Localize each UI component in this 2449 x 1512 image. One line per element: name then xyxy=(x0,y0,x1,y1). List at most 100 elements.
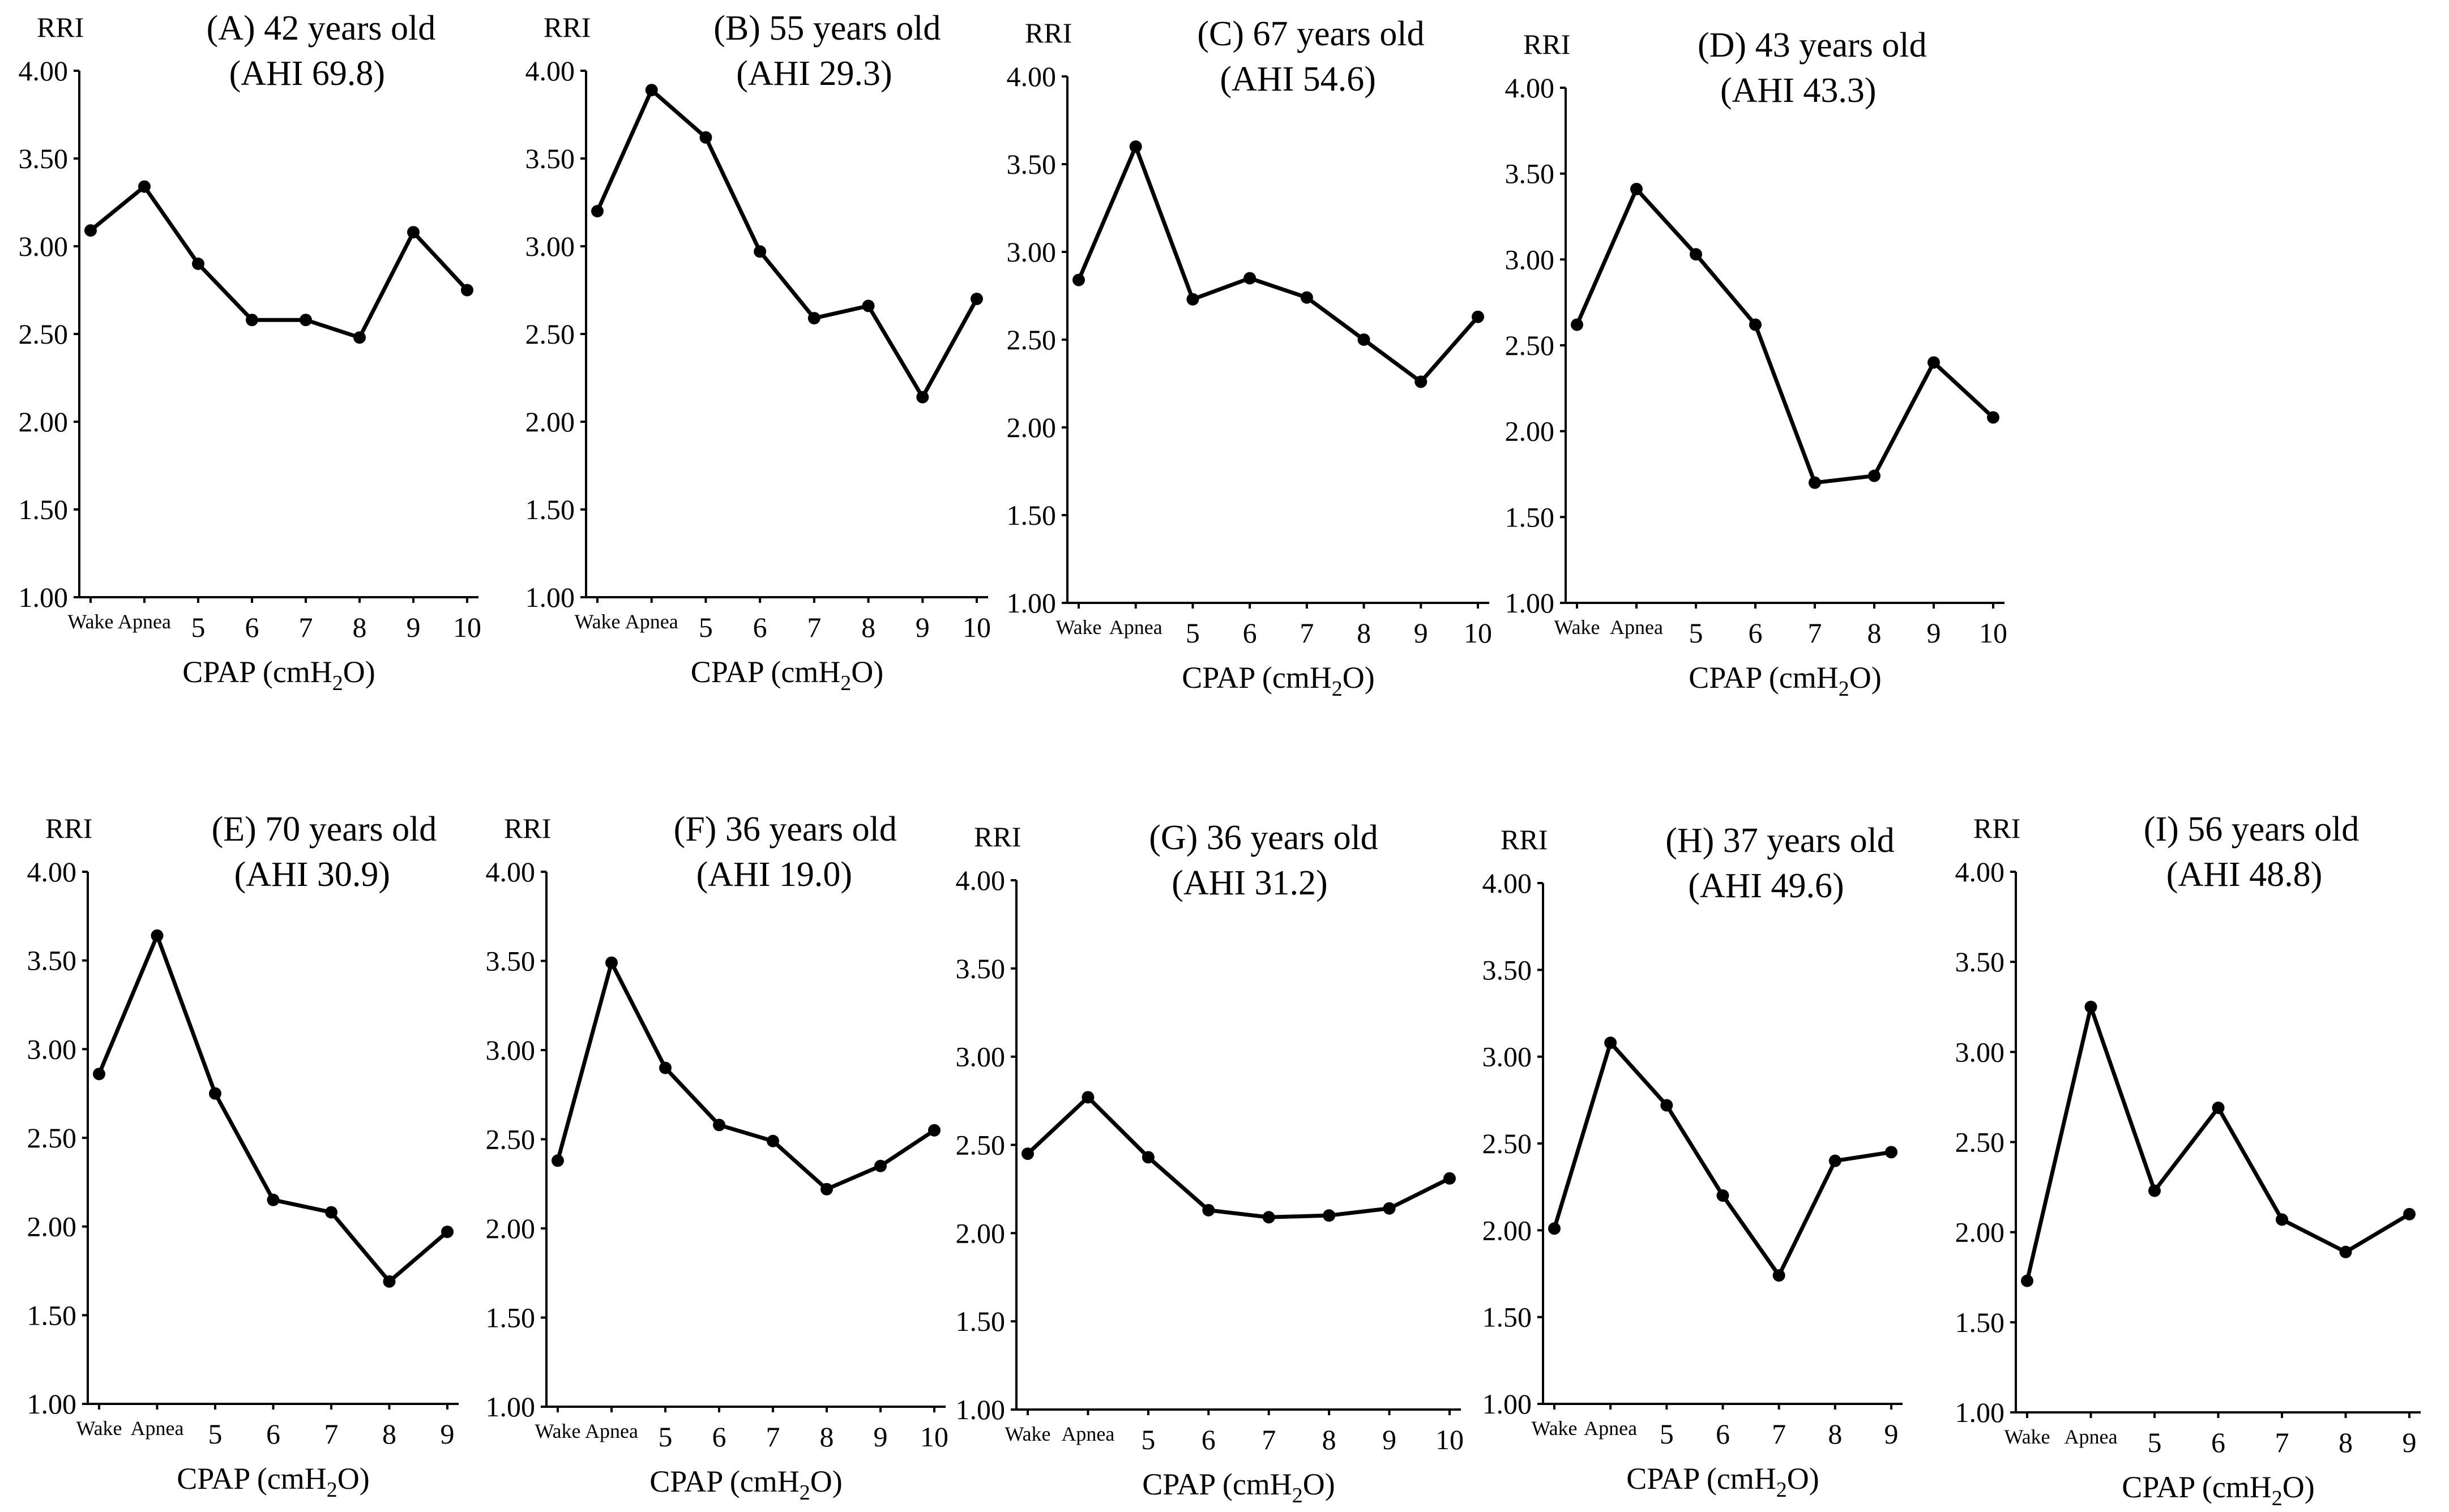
panel-c: 1.00 1.50 2.00 2.50 3.00 3.50 4.00 Wake Apnea 5 6 7… xyxy=(1007,15,1493,701)
y-tick-label: 3.50 xyxy=(1505,158,1555,190)
x-tick-label: 8 xyxy=(1828,1418,1842,1450)
x-tick-label: 9 xyxy=(1927,617,1941,649)
y-tick-label: 2.50 xyxy=(1955,1126,2005,1158)
series-line xyxy=(1575,187,1995,485)
y-axis-label: RRI xyxy=(1025,17,1072,49)
panel-subtitle: (AHI 19.0) xyxy=(696,855,853,894)
y-tick-label: 1.50 xyxy=(1955,1307,2005,1338)
y-tick-label: 3.00 xyxy=(19,230,69,262)
y-axis-label: RRI xyxy=(1973,812,2020,844)
x-tick-label: 5 xyxy=(699,611,713,643)
data-point xyxy=(874,1159,887,1172)
data-point xyxy=(246,314,258,327)
y-tick-label: 2.50 xyxy=(27,1122,77,1154)
data-point xyxy=(645,84,658,97)
y-tick-label: 1.50 xyxy=(1007,499,1057,531)
data-point xyxy=(461,284,473,297)
panel-i: 1.00 1.50 2.00 2.50 3.00 3.50 4.00 Wake Apnea 5 6 7… xyxy=(1955,810,2421,1510)
y-tick-label: 2.00 xyxy=(1505,416,1555,447)
y-tick-label: 4.00 xyxy=(486,856,536,888)
series-line xyxy=(2025,1005,2412,1283)
series-line xyxy=(97,933,450,1284)
y-tick-label: 3.00 xyxy=(1007,236,1057,268)
x-tick-label: 9 xyxy=(2403,1427,2417,1458)
y-tick-label: 1.00 xyxy=(1955,1397,2005,1428)
panel-g: 1.00 1.50 2.00 2.50 3.00 3.50 4.00 Wake Apnea 5 6 7… xyxy=(956,819,1464,1507)
x-tick-label: Wake xyxy=(67,610,113,633)
y-tick-label: 3.00 xyxy=(486,1034,536,1066)
x-axis-label: CPAP (cmH2O) xyxy=(1626,1462,1819,1502)
series-line xyxy=(1076,144,1480,384)
data-point xyxy=(591,205,604,217)
x-tick-label: Wake xyxy=(2004,1425,2050,1448)
data-point xyxy=(407,226,420,239)
y-tick-label: 1.00 xyxy=(19,581,69,613)
data-point xyxy=(353,331,366,344)
panel-f: 1.00 1.50 2.00 2.50 3.00 3.50 4.00 Wake Apnea 5 6 7… xyxy=(486,810,949,1505)
x-tick-label: 7 xyxy=(807,611,821,643)
x-axis-label: CPAP (cmH2O) xyxy=(691,655,884,695)
data-point xyxy=(2212,1102,2225,1115)
data-point xyxy=(1716,1189,1729,1202)
x-tick-label: 7 xyxy=(1262,1424,1276,1455)
x-tick-label: 6 xyxy=(1243,617,1257,649)
y-tick-label: 4.00 xyxy=(956,864,1006,896)
x-tick-label: 8 xyxy=(1357,617,1371,649)
data-point xyxy=(2084,1000,2097,1013)
x-tick-label: 6 xyxy=(712,1421,726,1453)
data-point xyxy=(151,929,164,942)
y-tick-label: 2.50 xyxy=(1505,329,1555,361)
data-point xyxy=(383,1275,396,1288)
data-point xyxy=(971,293,983,305)
y-tick-label: 2.00 xyxy=(27,1211,77,1243)
x-tick-label: Wake xyxy=(1531,1417,1577,1440)
x-axis-label: CPAP (cmH2O) xyxy=(2122,1470,2315,1510)
x-tick-label: Wake xyxy=(535,1420,580,1442)
data-point xyxy=(1323,1209,1336,1222)
x-tick-label: 8 xyxy=(353,611,367,643)
panel-h: 1.00 1.50 2.00 2.50 3.00 3.50 4.00 Wake Apnea 5 6 7… xyxy=(1482,821,1903,1502)
panel-title: (E) 70 years old xyxy=(212,810,437,849)
data-point xyxy=(84,224,97,237)
y-tick-label: 1.50 xyxy=(19,494,69,525)
x-tick-label: 8 xyxy=(1867,617,1882,649)
y-tick-label: 2.50 xyxy=(486,1124,536,1155)
data-point xyxy=(1072,273,1085,286)
x-axis-label: CPAP (cmH2O) xyxy=(649,1464,843,1505)
panel-subtitle: (AHI 31.2) xyxy=(1172,864,1328,902)
data-point xyxy=(1828,1154,1841,1167)
x-tick-label: 9 xyxy=(1382,1424,1396,1455)
y-tick-label: 3.00 xyxy=(1505,243,1555,275)
data-point xyxy=(1927,356,1940,369)
x-tick-label: 10 xyxy=(453,611,481,643)
data-point xyxy=(267,1193,280,1206)
data-point xyxy=(1186,293,1199,306)
y-tick-label: 3.00 xyxy=(27,1033,77,1065)
data-point xyxy=(1630,182,1643,195)
y-tick-label: 3.00 xyxy=(1955,1036,2005,1068)
data-point xyxy=(713,1119,725,1132)
x-tick-label: 8 xyxy=(382,1418,396,1450)
x-tick-label: 5 xyxy=(1141,1424,1155,1455)
panel-e: 1.00 1.50 2.00 2.50 3.00 3.50 4.00 Wake Apnea 5 6 7… xyxy=(27,810,459,1502)
x-tick-label: 9 xyxy=(407,611,421,643)
x-tick-label: 5 xyxy=(191,611,206,643)
x-tick-label: Apnea xyxy=(1610,616,1663,639)
data-point xyxy=(325,1206,337,1219)
x-tick-label: 7 xyxy=(324,1418,339,1450)
data-point xyxy=(605,956,618,969)
x-tick-label: Apnea xyxy=(131,1417,184,1440)
x-tick-label: 7 xyxy=(299,611,313,643)
panel-subtitle: (AHI 30.9) xyxy=(234,855,390,894)
x-tick-label: 10 xyxy=(1435,1424,1464,1455)
panel-title: (G) 36 years old xyxy=(1149,819,1378,857)
y-axis-label: RRI xyxy=(1501,824,1548,855)
y-tick-label: 2.00 xyxy=(1007,412,1057,443)
x-tick-label: 8 xyxy=(820,1421,834,1453)
y-tick-label: 1.00 xyxy=(956,1394,1006,1425)
panel-title: (F) 36 years old xyxy=(674,810,897,849)
x-tick-label: 9 xyxy=(441,1418,455,1450)
x-tick-label: 9 xyxy=(916,611,930,643)
data-point xyxy=(1202,1203,1215,1217)
y-tick-label: 1.00 xyxy=(1007,587,1057,619)
